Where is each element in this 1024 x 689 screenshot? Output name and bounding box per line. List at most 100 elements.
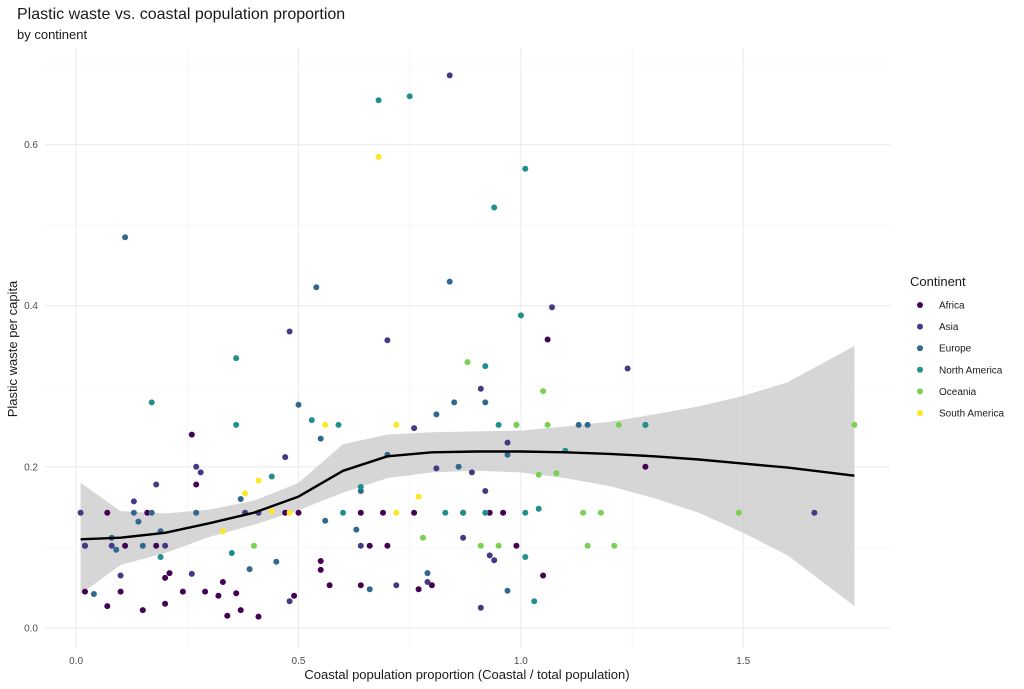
x-tick-label: 0.0 [69, 656, 83, 667]
data-point [504, 451, 511, 458]
data-point [179, 588, 186, 595]
legend-label: Oceania [939, 387, 977, 398]
data-point [237, 607, 244, 614]
data-point [148, 399, 155, 406]
data-point [433, 411, 440, 418]
data-point [446, 278, 453, 285]
data-point [486, 552, 493, 559]
data-point [104, 603, 111, 610]
data-point [139, 607, 146, 614]
data-point [477, 542, 484, 549]
data-point [460, 509, 467, 516]
chart-subtitle: by continent [17, 27, 87, 42]
data-point [82, 588, 88, 595]
data-point [322, 517, 329, 524]
data-point [317, 435, 324, 442]
y-tick-label: 0.6 [24, 140, 38, 151]
data-point [811, 509, 818, 516]
data-point [495, 421, 502, 428]
x-tick-label: 1.0 [514, 656, 528, 667]
legend-item: Europe [917, 344, 972, 355]
data-point [460, 534, 467, 541]
data-point [353, 526, 360, 533]
data-point [197, 469, 204, 476]
data-point [411, 509, 418, 516]
data-point [415, 586, 422, 593]
data-point [233, 590, 240, 597]
data-point [424, 579, 431, 585]
legend-key [917, 410, 923, 416]
data-point [357, 488, 364, 494]
data-point [202, 588, 209, 595]
data-point [642, 463, 649, 470]
legend-key [917, 366, 923, 373]
data-point [139, 542, 146, 549]
data-point [122, 234, 129, 241]
data-point [162, 542, 169, 549]
data-point [451, 399, 458, 406]
scatter-points [77, 72, 858, 620]
data-point [237, 496, 244, 502]
smooth-line-layer [80, 450, 855, 541]
data-point [317, 566, 324, 573]
y-tick-label: 0.2 [24, 462, 38, 473]
data-point [166, 570, 173, 577]
data-point [464, 359, 471, 366]
data-point [117, 572, 124, 579]
data-point [411, 425, 418, 432]
confidence-ribbon-layer [80, 346, 855, 607]
data-point [535, 505, 542, 512]
legend: Continent Africa Asia Europe North America O… [910, 274, 1004, 420]
data-point [322, 421, 329, 428]
chart-title: Plastic waste vs. coastal population pro… [17, 6, 345, 23]
data-point [584, 542, 591, 549]
data-point [540, 572, 547, 579]
series-north-america [148, 93, 649, 605]
data-point [313, 284, 320, 291]
legend-label: Europe [939, 344, 972, 355]
legend-key [917, 388, 923, 395]
data-point [446, 72, 453, 79]
data-point [415, 493, 422, 500]
data-point [504, 587, 511, 594]
legend-label: South America [939, 409, 1004, 420]
data-point [406, 93, 413, 100]
legend-key [917, 302, 923, 308]
data-point [500, 509, 507, 516]
legend-item: Africa [917, 301, 965, 312]
series-asia [77, 72, 818, 611]
data-point [575, 421, 582, 428]
data-point [584, 421, 591, 428]
legend-key [917, 345, 923, 352]
data-point [193, 509, 200, 516]
data-point [504, 439, 511, 446]
legend-item: Asia [917, 322, 959, 333]
y-tick-label: 0.0 [24, 623, 38, 634]
data-point [193, 463, 200, 470]
series-africa [82, 336, 649, 620]
data-point [317, 558, 324, 564]
data-point [104, 509, 111, 516]
series-oceania [251, 359, 858, 549]
data-point [851, 421, 858, 428]
data-point [375, 97, 382, 104]
data-point [219, 528, 226, 535]
data-point [482, 488, 489, 494]
data-point [491, 204, 498, 211]
data-point [273, 558, 280, 565]
data-point [224, 612, 231, 619]
legend-item: North America [917, 365, 1003, 376]
data-point [335, 421, 342, 428]
y-axis-ticks: 0.0 0.2 0.4 0.6 [24, 140, 38, 634]
data-point [544, 336, 551, 343]
data-point [615, 421, 622, 428]
data-point [228, 550, 235, 556]
data-point [357, 509, 364, 516]
data-point [188, 570, 195, 577]
data-point [144, 509, 151, 516]
grid-lines [45, 48, 890, 648]
data-point [255, 477, 262, 484]
data-point [420, 534, 426, 541]
data-point [375, 153, 382, 160]
